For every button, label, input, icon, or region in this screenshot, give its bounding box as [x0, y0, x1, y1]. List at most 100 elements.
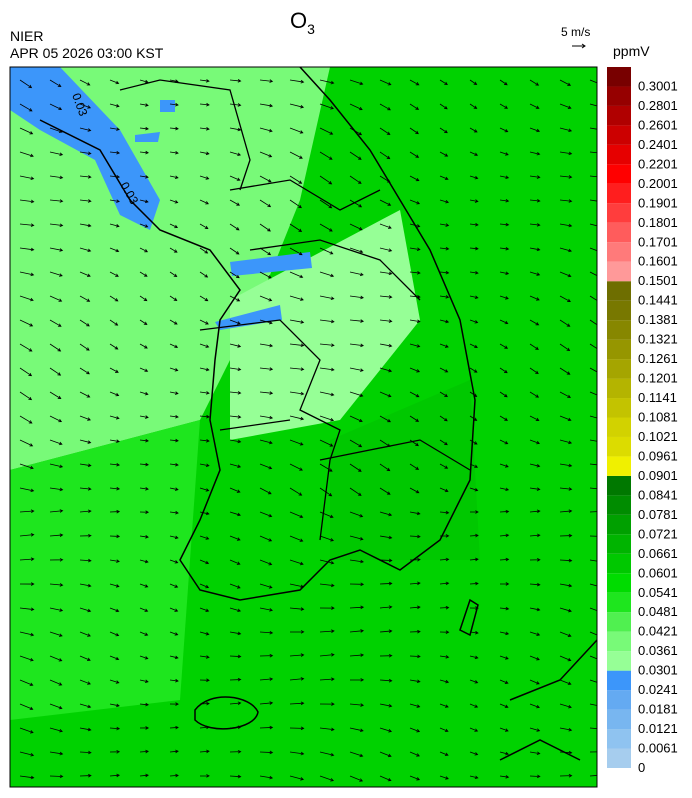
wind-arrow — [499, 79, 508, 86]
wind-arrow — [379, 703, 393, 708]
wind-arrow — [559, 773, 573, 778]
wind-arrow — [49, 533, 64, 537]
wind-arrow — [79, 727, 92, 732]
colorbar-segment — [607, 164, 631, 184]
wind-arrow — [169, 295, 178, 301]
wind-arrow — [529, 79, 540, 86]
wind-arrow — [169, 271, 178, 278]
wind-arrow — [559, 655, 572, 662]
wind-arrow — [109, 703, 120, 708]
colorbar-segment — [607, 475, 631, 496]
wind-arrow — [79, 773, 92, 778]
wind-arrow — [379, 247, 393, 252]
wind-arrow — [439, 319, 450, 324]
colorbar-segment — [607, 709, 631, 730]
wind-arrow — [19, 439, 34, 447]
colorbar-segment — [607, 534, 631, 554]
wind-arrow — [259, 653, 274, 658]
wind-arrow — [229, 391, 242, 395]
wind-arrow — [319, 343, 335, 347]
wind-arrow — [499, 367, 508, 374]
wind-arrow — [379, 271, 393, 276]
wind-arrow — [499, 319, 509, 325]
wind-arrow — [559, 607, 572, 613]
wind-arrow — [229, 199, 241, 206]
wind-arrow — [529, 223, 541, 227]
wind-arrow — [409, 271, 421, 275]
wind-arrow — [529, 533, 541, 538]
wind-arrow — [109, 103, 120, 108]
wind-arrow — [139, 271, 148, 277]
wind-arrow — [379, 103, 391, 111]
wind-arrow — [199, 247, 209, 254]
wind-arrow — [439, 463, 449, 469]
wind-arrow — [199, 199, 209, 205]
colorbar-segment — [607, 573, 631, 593]
colorbar-label: 0.0361 — [638, 643, 678, 658]
wind-arrow — [229, 151, 242, 157]
wind-arrow — [499, 271, 510, 275]
wind-arrow — [139, 510, 150, 514]
wind-arrow — [169, 535, 179, 540]
wind-arrow — [409, 775, 421, 781]
wind-arrow — [319, 367, 335, 372]
wind-arrow — [109, 150, 121, 155]
wind-arrow — [589, 223, 597, 227]
colorbar-segment — [607, 261, 631, 282]
wind-arrow — [49, 103, 63, 111]
wind-arrow — [439, 581, 450, 586]
wind-arrow — [199, 127, 210, 131]
wind-arrow — [559, 271, 572, 278]
wind-arrow — [139, 535, 149, 539]
wind-arrow — [529, 751, 541, 755]
province-borders — [119, 79, 471, 541]
wind-arrow — [439, 175, 449, 181]
wind-arrow — [409, 581, 421, 586]
colorbar-segment — [607, 612, 631, 632]
wind-arrow — [379, 629, 393, 633]
wind-arrow — [469, 319, 479, 324]
colorbar-segment — [607, 495, 631, 515]
wind-arrow — [379, 558, 393, 563]
colorbar-segment — [607, 300, 631, 321]
wind-arrow — [469, 463, 479, 468]
wind-arrow — [439, 415, 448, 422]
wind-arrow — [559, 343, 571, 352]
wind-arrow — [169, 631, 179, 636]
low-ozone-patch — [135, 100, 175, 142]
wind-arrow — [199, 175, 210, 180]
wind-arrow — [319, 103, 334, 110]
wind-arrow — [589, 439, 597, 442]
wind-arrow — [559, 79, 572, 86]
colorbar-label: 0.1501 — [638, 273, 678, 288]
agency: NIER — [10, 28, 43, 44]
colorbar-segment — [607, 514, 631, 535]
wind-arrow — [19, 751, 35, 757]
wind-arrow — [109, 415, 120, 420]
wind-arrow — [559, 127, 573, 132]
wind-arrow — [289, 391, 305, 396]
wind-arrow — [289, 726, 305, 731]
colorbar-label: 0.0541 — [638, 585, 678, 600]
wind-arrow — [529, 271, 541, 276]
wind-arrow — [529, 582, 541, 587]
low-ozone-patch — [230, 252, 312, 276]
wind-arrow — [379, 653, 393, 658]
wind-arrow — [529, 295, 540, 301]
colorbar-segment — [607, 222, 631, 243]
wind-arrow — [469, 775, 479, 780]
map-frame — [9, 66, 598, 788]
wind-arrow — [229, 583, 241, 589]
wind-arrow — [469, 367, 478, 373]
colorbar-label: 0.1141 — [638, 390, 677, 405]
wind-arrow — [499, 487, 510, 492]
colorbar-label: 0.1321 — [638, 332, 678, 347]
wind-arrow — [79, 439, 92, 444]
wind-arrow — [409, 79, 420, 86]
wind-arrow — [259, 199, 272, 208]
colorbar-label: 0.0481 — [638, 604, 678, 619]
wind-arrow — [409, 319, 421, 323]
wind-arrow — [559, 223, 573, 228]
